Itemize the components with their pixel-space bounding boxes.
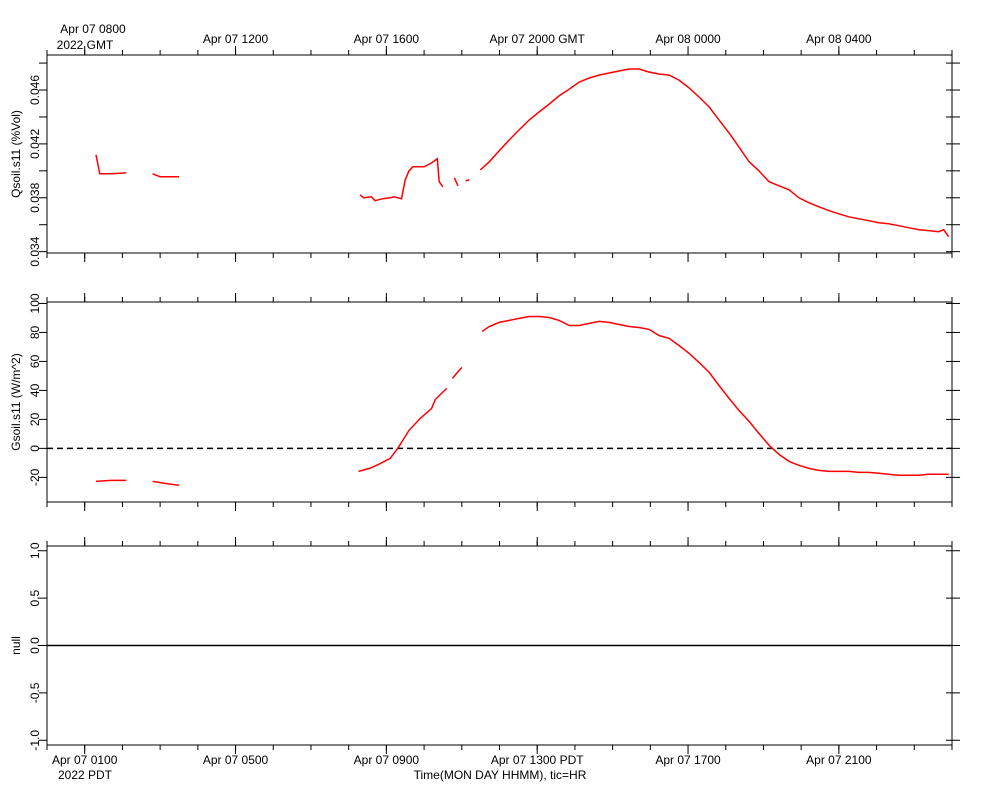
data-line — [95, 315, 949, 487]
x2-tick-label: Apr 07 2000 GMT — [490, 32, 586, 46]
y-axis-title: Gsoil.s11 (W/m^2) — [9, 353, 23, 450]
y-tick-label: 60 — [28, 354, 42, 368]
y-tick-label: 0.042 — [28, 129, 42, 159]
y-tick-label: -1.0 — [28, 730, 42, 751]
x2-year-label: 2022 GMT — [57, 38, 114, 52]
x-axis-title: Time(MON DAY HHMM), tic=HR — [414, 768, 587, 782]
y-tick-label: 0.0 — [28, 637, 42, 654]
x2-tick-label: Apr 07 1600 — [354, 32, 420, 46]
data-line — [95, 68, 950, 238]
y-tick-label: 0.5 — [28, 589, 42, 606]
x2-tick-label: Apr 07 1200 — [203, 32, 269, 46]
plot-frame — [46, 54, 953, 254]
y-tick-label: 1.0 — [28, 542, 42, 559]
y-tick-label: -20 — [28, 468, 42, 486]
x-tick-label: Apr 07 0500 — [203, 753, 269, 767]
y-axis-title: null — [9, 636, 23, 655]
plot-frame — [46, 301, 953, 503]
y-tick-label: 20 — [28, 412, 42, 426]
y-tick-label: 80 — [28, 325, 42, 339]
x-tick-label: Apr 07 2100 — [806, 753, 872, 767]
x-tick-label: Apr 07 1300 PDT — [491, 753, 584, 767]
x2-tick-label: Apr 08 0000 — [655, 32, 721, 46]
y-tick-label: 100 — [28, 293, 42, 313]
y-tick-label: 0 — [28, 445, 42, 452]
x-year-label: 2022 PDT — [58, 768, 113, 782]
y-axis-title: Qsoil.s11 (%Vol) — [9, 110, 23, 198]
y-tick-label: -0.5 — [28, 682, 42, 703]
x2-tick-label: Apr 08 0400 — [806, 32, 872, 46]
y-tick-label: 0.038 — [28, 182, 42, 212]
x2-tick-label: Apr 07 0800 — [60, 22, 126, 36]
x-tick-label: Apr 07 0100 — [52, 753, 118, 767]
y-tick-label: 40 — [28, 383, 42, 397]
y-tick-label: 0.034 — [28, 236, 42, 266]
x-tick-label: Apr 07 0900 — [354, 753, 420, 767]
x-tick-label: Apr 07 1700 — [655, 753, 721, 767]
y-tick-label: 0.046 — [28, 75, 42, 105]
